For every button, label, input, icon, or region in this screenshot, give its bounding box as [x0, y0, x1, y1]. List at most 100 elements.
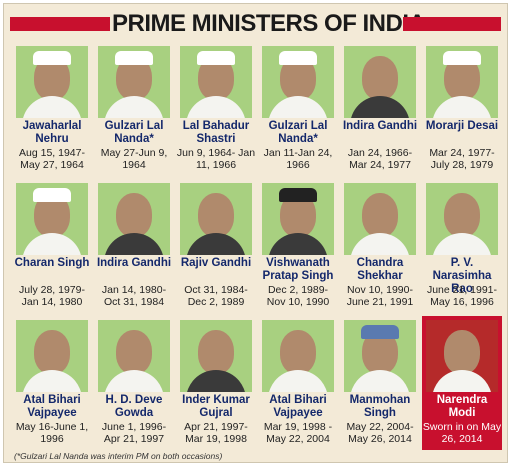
cap-shape [443, 51, 481, 65]
face-shape [362, 56, 398, 100]
minister-card: Gulzari Lal Nanda* May 27-Jun 9, 1964 [94, 46, 174, 176]
title-bar-left [10, 17, 110, 31]
minister-term: Oct 31, 1984- Dec 2, 1989 [184, 284, 248, 308]
portrait-photo [426, 183, 498, 255]
minister-card: Inder Kumar Gujral Apr 21, 1997- Mar 19,… [176, 320, 256, 450]
title-bar-right [403, 17, 501, 31]
current-pm-card: Narendra Modi Sworn in on May 26, 2014 [422, 316, 502, 450]
minister-term: July 28, 1979- Jan 14, 1980 [19, 284, 85, 308]
cap-shape [197, 51, 235, 65]
minister-name: Chandra Shekhar [356, 257, 404, 282]
face-shape [362, 193, 398, 237]
minister-card: Chandra Shekhar Nov 10, 1990- June 21, 1… [340, 183, 420, 313]
minister-card: Jawaharlal Nehru Aug 15, 1947- May 27, 1… [12, 46, 92, 176]
minister-term: Mar 19, 1998 - May 22, 2004 [263, 421, 333, 445]
cap-shape [33, 51, 71, 65]
minister-name: P. V. Narasimha Rao [432, 257, 492, 295]
face-shape [198, 193, 234, 237]
attire-shape [350, 96, 410, 118]
minister-card: Manmohan Singh May 22, 2004- May 26, 201… [340, 320, 420, 450]
face-shape [116, 193, 152, 237]
minister-term: May 27-Jun 9, 1964 [100, 147, 168, 171]
minister-term: June 1, 1996- Apr 21, 1997 [101, 421, 167, 445]
minister-name: Inder Kumar Gujral [182, 394, 250, 419]
attire-shape [268, 96, 328, 118]
portrait-photo [180, 183, 252, 255]
portrait-photo [344, 46, 416, 118]
attire-shape [268, 370, 328, 392]
portrait-photo [426, 320, 498, 392]
attire-shape [350, 233, 410, 255]
minister-name: Lal Bahadur Shastri [182, 120, 250, 145]
minister-name: Indira Gandhi [342, 120, 418, 132]
attire-shape [186, 233, 246, 255]
minister-term: Sworn in on May 26, 2014 [422, 421, 502, 445]
minister-card: Atal Bihari Vajpayee Mar 19, 1998 - May … [258, 320, 338, 450]
attire-shape [104, 233, 164, 255]
attire-shape [432, 96, 492, 118]
face-shape [444, 330, 480, 374]
portrait-photo [16, 183, 88, 255]
portrait-photo [262, 46, 334, 118]
face-shape [34, 330, 70, 374]
minister-card: P. V. Narasimha Rao June 21, 1991- May 1… [422, 183, 502, 313]
minister-card: Rajiv Gandhi Oct 31, 1984- Dec 2, 1989 [176, 183, 256, 313]
portrait-photo [344, 183, 416, 255]
face-shape [198, 330, 234, 374]
minister-name: Morarji Desai [425, 120, 499, 132]
minister-term: May 22, 2004- May 26, 2014 [346, 421, 414, 445]
turban-shape [361, 325, 399, 339]
attire-shape [22, 370, 82, 392]
minister-name: Gulzari Lal Nanda* [104, 120, 164, 145]
minister-name: Manmohan Singh [349, 394, 411, 419]
infographic: PRIME MINISTERS OF INDIA Jawaharlal Nehr… [3, 3, 508, 463]
minister-card: H. D. Deve Gowda June 1, 1996- Apr 21, 1… [94, 320, 174, 450]
attire-shape [104, 370, 164, 392]
attire-shape [432, 233, 492, 255]
portrait-photo [262, 320, 334, 392]
minister-name: Atal Bihari Vajpayee [269, 394, 327, 419]
minister-term: Dec 2, 1989- Nov 10, 1990 [266, 284, 330, 308]
portrait-photo [98, 46, 170, 118]
minister-term: Mar 24, 1977- July 28, 1979 [429, 147, 495, 171]
minister-card: Atal Bihari Vajpayee May 16-June 1, 1996 [12, 320, 92, 450]
minister-name: Gulzari Lal Nanda* [268, 120, 328, 145]
minister-term: May 16-June 1, 1996 [15, 421, 89, 445]
portrait-photo [98, 320, 170, 392]
attire-shape [186, 96, 246, 118]
attire-shape [350, 370, 410, 392]
footnote: (*Gulzari Lal Nanda was interim PM on bo… [14, 451, 223, 461]
minister-name: Vishwanath Pratap Singh [262, 257, 334, 282]
attire-shape [268, 233, 328, 255]
portrait-photo [180, 320, 252, 392]
portrait-photo [344, 320, 416, 392]
minister-name: Atal Bihari Vajpayee [23, 394, 81, 419]
minister-name: Narendra Modi [436, 394, 488, 419]
minister-term: Apr 21, 1997- Mar 19, 1998 [184, 421, 248, 445]
minister-card: Morarji Desai Mar 24, 1977- July 28, 197… [422, 46, 502, 176]
minister-name: H. D. Deve Gowda [105, 394, 163, 419]
portrait-photo [426, 46, 498, 118]
minister-card: Lal Bahadur Shastri Jun 9, 1964- Jan 11,… [176, 46, 256, 176]
minister-name: Charan Singh [14, 257, 90, 269]
minister-name: Rajiv Gandhi [180, 257, 252, 269]
page-title: PRIME MINISTERS OF INDIA [112, 10, 426, 37]
minister-card: Gulzari Lal Nanda* Jan 11-Jan 24, 1966 [258, 46, 338, 176]
minister-card: Indira Gandhi Jan 24, 1966- Mar 24, 1977 [340, 46, 420, 176]
attire-shape [22, 233, 82, 255]
minister-card: Charan Singh July 28, 1979- Jan 14, 1980 [12, 183, 92, 313]
portrait-photo [262, 183, 334, 255]
minister-term: Nov 10, 1990- June 21, 1991 [346, 284, 414, 308]
portrait-photo [16, 46, 88, 118]
attire-shape [432, 370, 492, 392]
minister-term: Jan 24, 1966- Mar 24, 1977 [347, 147, 413, 171]
minister-card: Vishwanath Pratap Singh Dec 2, 1989- Nov… [258, 183, 338, 313]
minister-card: Indira Gandhi Jan 14, 1980- Oct 31, 1984 [94, 183, 174, 313]
attire-shape [22, 96, 82, 118]
minister-name: Indira Gandhi [96, 257, 172, 269]
portrait-photo [180, 46, 252, 118]
minister-term: Jan 11-Jan 24, 1966 [263, 147, 333, 171]
title-row: PRIME MINISTERS OF INDIA [4, 9, 507, 39]
cap-shape [33, 188, 71, 202]
minister-term: Jan 14, 1980- Oct 31, 1984 [101, 284, 167, 308]
